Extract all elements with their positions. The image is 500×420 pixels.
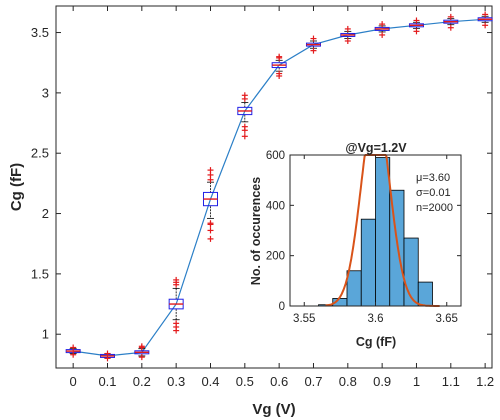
box-vg-0.9 bbox=[374, 21, 390, 38]
box-vg-1.1 bbox=[443, 13, 459, 31]
histogram-bar bbox=[417, 281, 433, 307]
box-vg-0 bbox=[65, 344, 81, 358]
main-plot: 0 0.1 0.2 0.3 0.4 0.5 0.6 0.7 0.8 0.9 1 1.1 1.2 1 1.5… bbox=[8, 5, 494, 418]
outlier-marker bbox=[344, 37, 351, 44]
x-axis-label: Vg (V) bbox=[252, 401, 295, 418]
outlier-marker bbox=[379, 21, 386, 28]
histogram-bar bbox=[375, 157, 391, 307]
box-layer bbox=[65, 11, 493, 362]
x-tick-label: 0 bbox=[70, 374, 77, 389]
box-vg-0.3 bbox=[168, 276, 184, 334]
x-tick-label: 0.3 bbox=[167, 374, 185, 389]
x-tick-label: 1.2 bbox=[476, 374, 494, 389]
stats-n: n=2000 bbox=[416, 202, 453, 214]
histogram-bar bbox=[360, 218, 376, 307]
outlier-marker bbox=[413, 28, 420, 35]
outlier-marker bbox=[138, 354, 145, 361]
box-vg-0.7 bbox=[305, 35, 321, 54]
main-plot-frame bbox=[55, 5, 493, 369]
outlier-marker bbox=[173, 320, 180, 327]
inset-y-tick-label: 200 bbox=[266, 251, 285, 263]
inset-x-tick-label: 3.55 bbox=[293, 313, 315, 325]
y-tick-label: 2.5 bbox=[31, 146, 49, 161]
y-axis-label: Cg (fF) bbox=[8, 163, 25, 211]
stats-sigma: σ=0.01 bbox=[416, 187, 451, 199]
x-tick-label: 0.7 bbox=[304, 374, 322, 389]
outlier-marker bbox=[310, 47, 317, 54]
y-tick-label: 1 bbox=[42, 327, 49, 342]
inset-y-tick-label: 0 bbox=[279, 301, 285, 313]
outlier-marker bbox=[70, 344, 77, 351]
inset-x-tick-label: 3.65 bbox=[436, 313, 458, 325]
x-tick-label: 0.2 bbox=[133, 374, 151, 389]
histogram-bar bbox=[346, 270, 362, 307]
y-tick-label: 1.5 bbox=[31, 266, 49, 281]
box-vg-0.5 bbox=[237, 92, 253, 140]
y-tick-label: 3.5 bbox=[31, 25, 49, 40]
outlier-marker bbox=[413, 17, 420, 24]
inset-x-tick-layer: 3.55 3.6 3.65 bbox=[293, 155, 458, 325]
box-vg-0.1 bbox=[99, 350, 115, 362]
outlier-marker bbox=[173, 276, 180, 283]
y-tick-label: 3 bbox=[42, 85, 49, 100]
outlier-marker bbox=[379, 31, 386, 38]
box-vg-1 bbox=[408, 17, 424, 35]
inset-x-axis-label: Cg (fF) bbox=[356, 335, 396, 349]
x-tick-label: 0.8 bbox=[339, 374, 357, 389]
outlier-marker bbox=[241, 92, 248, 99]
x-tick-label: 1.1 bbox=[442, 374, 460, 389]
box-vg-0.2 bbox=[134, 343, 150, 361]
outlier-marker bbox=[207, 167, 214, 174]
inset-y-axis-label: No. of occurences bbox=[249, 177, 263, 285]
outlier-marker bbox=[276, 53, 283, 60]
x-tick-label: 0.9 bbox=[373, 374, 391, 389]
box-vg-0.8 bbox=[340, 25, 356, 44]
inset-x-tick-label: 3.6 bbox=[368, 313, 384, 325]
outlier-marker bbox=[344, 25, 351, 32]
x-tick-label: 0.5 bbox=[236, 374, 254, 389]
x-tick-label: 1 bbox=[413, 374, 420, 389]
box-vg-0.4 bbox=[202, 167, 218, 242]
x-tick-label: 0.1 bbox=[98, 374, 116, 389]
outlier-marker bbox=[482, 11, 489, 18]
outlier-marker bbox=[207, 235, 214, 242]
outlier-marker bbox=[104, 350, 111, 357]
inset-y-tick-layer: 0 200 400 600 bbox=[266, 150, 461, 313]
inset-y-tick-label: 600 bbox=[266, 150, 285, 162]
y-tick-label: 2 bbox=[42, 206, 49, 221]
outlier-marker bbox=[70, 351, 77, 358]
outlier-marker bbox=[276, 70, 283, 77]
outlier-marker bbox=[310, 35, 317, 42]
box-vg-0.6 bbox=[271, 53, 287, 79]
box-vg-1.2 bbox=[477, 11, 493, 29]
stats-mu: μ=3.60 bbox=[416, 172, 450, 184]
outlier-marker bbox=[447, 24, 454, 31]
inset-title: @Vg=1.2V bbox=[345, 141, 407, 155]
outlier-marker bbox=[482, 22, 489, 29]
x-tick-label: 0.4 bbox=[201, 374, 219, 389]
outlier-marker bbox=[241, 133, 248, 140]
outlier-marker bbox=[447, 13, 454, 20]
outlier-marker bbox=[241, 123, 248, 130]
outlier-marker bbox=[207, 227, 214, 234]
inset-y-tick-label: 400 bbox=[266, 200, 285, 212]
outlier-marker bbox=[207, 220, 214, 227]
outlier-marker bbox=[138, 343, 145, 350]
x-tick-label: 0.6 bbox=[270, 374, 288, 389]
y-tick-layer: 1 1.5 2 2.5 3 3.5 bbox=[31, 25, 492, 342]
x-tick-layer: 0 0.1 0.2 0.3 0.4 0.5 0.6 0.7 0.8 0.9 1 1.1 1.2 bbox=[70, 6, 494, 389]
